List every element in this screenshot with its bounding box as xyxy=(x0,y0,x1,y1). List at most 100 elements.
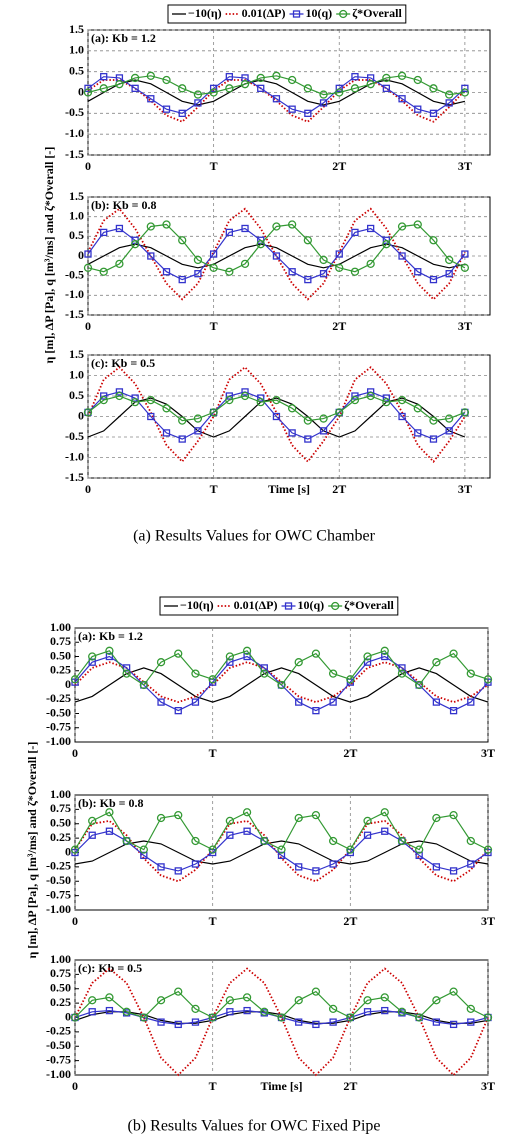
y-tick-label: -1.00 xyxy=(46,1067,71,1081)
marker xyxy=(242,646,252,655)
y-tick-label: 0 xyxy=(78,408,84,422)
marker xyxy=(225,84,234,93)
y-tick-label: 0.25 xyxy=(50,830,71,844)
marker xyxy=(178,435,186,443)
series-line xyxy=(87,366,466,463)
marker xyxy=(240,391,250,401)
marker xyxy=(174,867,182,875)
marker xyxy=(303,236,312,245)
x-tick-label: T xyxy=(210,319,218,333)
marker xyxy=(382,73,391,83)
marker xyxy=(162,429,171,437)
marker xyxy=(363,1008,372,1016)
caption: (b) Results Values for OWC Fixed Pipe xyxy=(127,1118,380,1135)
marker xyxy=(272,95,281,103)
marker xyxy=(162,105,171,113)
panel-title: (c): Kb = 0.5 xyxy=(78,961,142,975)
x-tick-label: 0 xyxy=(85,319,91,333)
marker xyxy=(83,88,93,97)
marker xyxy=(429,84,438,93)
marker xyxy=(328,836,338,846)
marker xyxy=(303,416,312,425)
marker xyxy=(294,813,303,823)
x-tick-label: 3T xyxy=(481,746,495,760)
marker xyxy=(174,649,183,658)
marker xyxy=(413,404,422,413)
marker xyxy=(277,851,286,860)
series-line xyxy=(87,76,466,114)
y-tick-label: 0 xyxy=(65,1009,71,1023)
y-tick-label: 0.50 xyxy=(50,981,71,995)
marker xyxy=(100,392,108,400)
marker xyxy=(312,867,320,875)
marker xyxy=(178,84,187,93)
marker xyxy=(380,808,389,817)
marker xyxy=(146,71,155,80)
series-line xyxy=(74,840,489,865)
x-tick-label: 0 xyxy=(72,746,78,760)
y-axis-label: η [m], ΔP [Pa], q [m³/ms] and ζ*Overall … xyxy=(42,147,56,364)
marker xyxy=(449,867,458,875)
y-tick-label: 1.5 xyxy=(69,347,84,361)
y-axis-label: η [m], ΔP [Pa], q [m³/ms] and ζ*Overall … xyxy=(25,742,39,959)
legend-marker xyxy=(284,602,293,610)
marker xyxy=(363,831,372,839)
y-tick-label: -1.0 xyxy=(65,287,84,301)
marker xyxy=(319,414,328,423)
y-tick-label: 1.00 xyxy=(50,952,71,966)
marker xyxy=(445,414,454,423)
y-tick-label: 0.75 xyxy=(50,634,71,648)
y-tick-label: -0.75 xyxy=(46,720,71,734)
marker xyxy=(346,845,355,854)
marker xyxy=(194,270,202,278)
marker xyxy=(174,810,183,820)
y-tick-label: -0.50 xyxy=(46,873,71,887)
marker xyxy=(319,99,328,107)
marker xyxy=(366,80,375,89)
marker xyxy=(398,412,406,421)
x-tick-label: 3T xyxy=(481,914,495,928)
x-tick-label: 0 xyxy=(72,914,78,928)
y-tick-label: 0 xyxy=(65,844,71,858)
marker xyxy=(363,816,372,826)
marker xyxy=(178,109,186,117)
y-tick-label: 1.00 xyxy=(50,787,71,801)
marker xyxy=(147,95,155,103)
marker xyxy=(209,250,218,258)
y-tick-label: -1.5 xyxy=(65,470,84,484)
marker xyxy=(174,987,183,996)
marker xyxy=(225,267,234,276)
marker xyxy=(346,1013,355,1022)
marker xyxy=(256,240,265,249)
marker xyxy=(335,263,344,272)
marker xyxy=(445,270,453,278)
marker xyxy=(208,1013,217,1022)
marker xyxy=(351,392,359,400)
marker xyxy=(193,255,203,265)
marker xyxy=(146,222,155,231)
y-tick-label: -1.5 xyxy=(65,147,84,161)
marker xyxy=(260,836,269,846)
marker xyxy=(88,816,97,826)
y-tick-label: 0.75 xyxy=(50,966,71,980)
marker xyxy=(303,84,312,93)
marker xyxy=(295,1018,303,1026)
marker xyxy=(84,250,92,258)
marker xyxy=(131,394,139,402)
marker xyxy=(209,88,218,97)
marker xyxy=(193,414,203,423)
marker xyxy=(380,993,389,1002)
marker xyxy=(432,863,441,871)
marker xyxy=(105,808,114,817)
marker xyxy=(397,1007,407,1016)
marker xyxy=(294,996,303,1005)
marker xyxy=(460,263,470,272)
marker xyxy=(335,84,343,92)
marker xyxy=(130,73,140,83)
x-tick-label: 3T xyxy=(481,1079,495,1093)
marker xyxy=(88,831,96,839)
marker xyxy=(483,675,493,684)
marker xyxy=(156,658,166,667)
marker xyxy=(429,109,438,117)
marker xyxy=(483,845,493,854)
